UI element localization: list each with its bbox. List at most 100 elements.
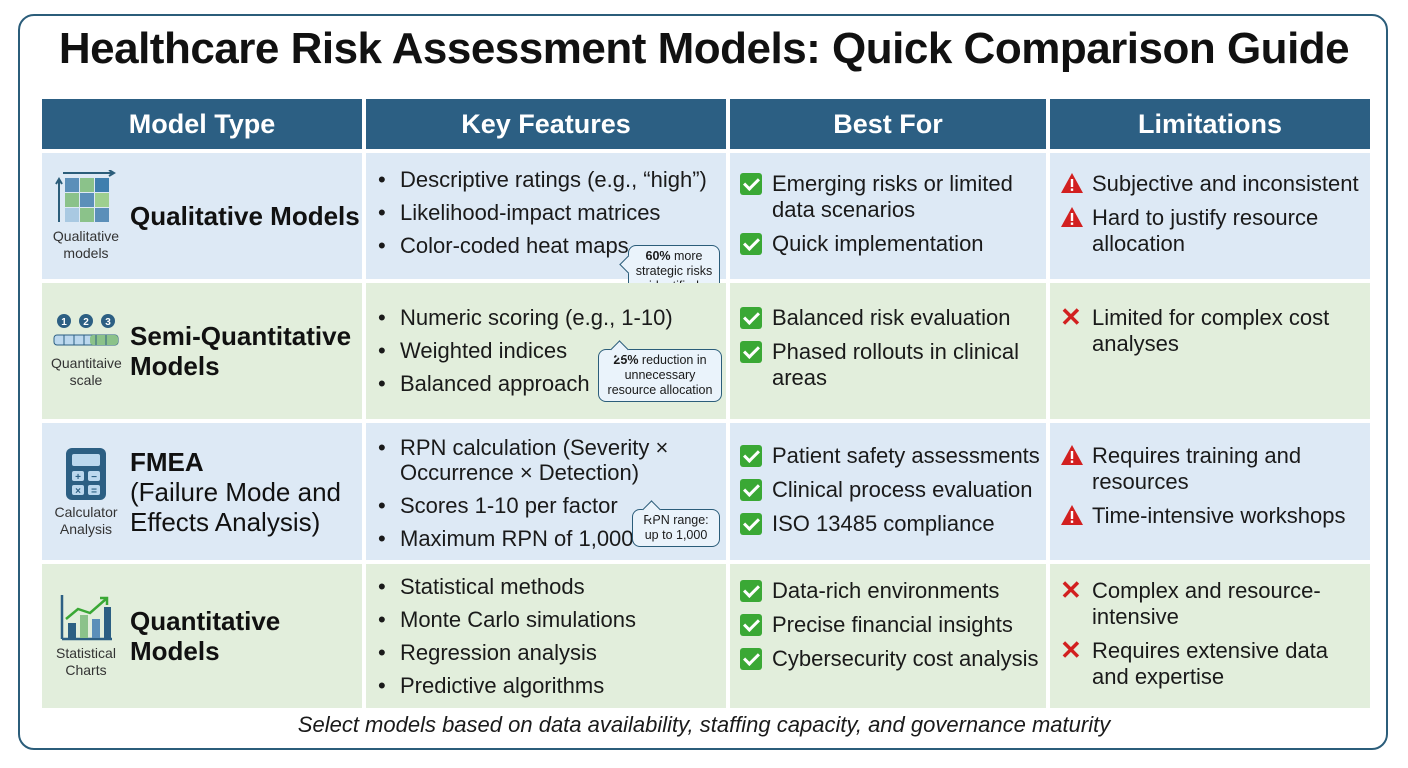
cross-icon: ✕ [1060,635,1082,665]
model-name: Qualitative Models [130,201,360,231]
feature-item: Predictive algorithms [378,673,726,698]
header-best-for: Best For [730,99,1046,149]
svg-text:−: − [91,472,97,483]
model-cell: + − × = Calculator Analysis FMEA (Failure… [42,423,362,560]
model-name: Quantitative Models [130,606,362,666]
model-name-text: Semi-Quantitative Models [130,321,352,381]
feature-item: Weighted indices [378,338,726,363]
best-for-cell: Patient safety assessments Clinical proc… [730,423,1046,560]
best-for-text: Data-rich environments [772,578,1000,603]
limitation-text: Requires extensive data and expertise [1092,638,1329,689]
model-name-subtitle: (Failure Mode and Effects Analysis) [130,476,341,537]
feature-item: Scores 1-10 per factor [378,493,726,518]
callout-text: reduction in unnecessary resource alloca… [607,353,713,397]
best-for-item: Precise financial insights [740,612,1046,638]
model-icon-box: 1 2 3 Quantitaive scale [42,313,130,389]
features-cell: Numeric scoring (e.g., 1-10) Weighted in… [366,283,726,419]
header-model-type: Model Type [42,99,362,149]
feature-item: Maximum RPN of 1,000 [378,526,726,551]
model-name: FMEA (Failure Mode and Effects Analysis) [130,447,362,537]
limitations-cell: Requires training and resources Time-int… [1050,423,1370,560]
best-for-text: Balanced risk evaluation [772,305,1011,330]
calculator-icon: + − × = [66,447,106,500]
icon-caption: Qualitative models [52,228,120,261]
svg-text:2: 2 [83,317,89,328]
header-limitations: Limitations [1050,99,1370,149]
svg-text:1: 1 [61,317,67,328]
best-for-item: Data-rich environments [740,578,1046,604]
limitations-cell: ✕ Complex and resource-intensive ✕ Require… [1050,564,1370,708]
best-for-text: Phased rollouts in clinical areas [772,339,1020,390]
warning-icon [1061,445,1083,465]
scale-icon: 1 2 3 [53,314,119,346]
limitation-item: Time-intensive workshops [1060,503,1370,529]
callout-text: RPN range: up to 1,000 [643,513,709,542]
stat-callout: RPN range: up to 1,000 [632,500,720,547]
feature-item: Regression analysis [378,640,726,665]
feature-item: Descriptive ratings (e.g., “high”) [378,167,726,192]
feature-item: Color-coded heat maps [378,233,726,258]
icon-caption: Quantitaive scale [51,355,122,388]
check-icon [740,513,762,535]
svg-text:3: 3 [105,317,111,328]
best-for-item: Emerging risks or limited data scenarios [740,171,1046,223]
limitation-item: Subjective and inconsistent [1060,171,1370,197]
limitation-text: Limited for complex cost analyses [1092,305,1330,356]
model-name-text: Qualitative Models [130,201,360,231]
check-icon [740,173,762,195]
best-for-text: Cybersecurity cost analysis [772,646,1039,671]
check-icon [740,341,762,363]
page-frame [18,14,1388,750]
model-cell: Statistical Charts Quantitative Models [42,564,362,708]
svg-text:=: = [91,486,97,497]
cross-icon: ✕ [1060,575,1082,605]
icon-caption: Calculator Analysis [54,503,118,537]
features-cell: Descriptive ratings (e.g., “high”) Likel… [366,153,726,298]
check-icon [740,648,762,670]
best-for-item: Clinical process evaluation [740,477,1046,503]
model-icon-box: Statistical Charts [42,593,130,679]
svg-text:+: + [75,472,81,483]
best-for-cell: Emerging risks or limited data scenarios… [730,153,1046,279]
best-for-item: Balanced risk evaluation [740,305,1046,331]
check-icon [740,307,762,329]
check-icon [740,580,762,602]
limitation-text: Subjective and inconsistent [1092,171,1359,196]
model-cell: 1 2 3 Quantitaive scale Semi-Quantitativ… [42,283,362,419]
model-cell: Qualitative models Qualitative Models [42,153,362,279]
warning-icon [1061,207,1083,227]
model-icon-box: Qualitative models [42,170,130,262]
feature-item: Balanced approach [378,371,726,396]
grid-matrix-icon [55,170,116,222]
limitation-item: Requires training and resources [1060,443,1370,495]
limitation-text: Requires training and resources [1092,443,1302,494]
best-for-cell: Balanced risk evaluation Phased rollouts… [730,283,1046,419]
model-name-text: FMEA [130,446,204,477]
svg-text:×: × [75,486,81,497]
feature-item: Monte Carlo simulations [378,607,726,632]
bar-chart-icon [60,595,112,641]
best-for-text: Precise financial insights [772,612,1013,637]
limitation-text: Complex and resource-intensive [1092,578,1321,629]
best-for-item: Cybersecurity cost analysis [740,646,1046,672]
table-header-row: Model Type Key Features Best For Limitat… [42,99,1370,149]
footer-note: Select models based on data availability… [297,712,1111,737]
model-name: Semi-Quantitative Models [130,321,362,381]
limitation-text: Hard to justify resource allocation [1092,205,1319,256]
features-cell: Statistical methods Monte Carlo simulati… [366,564,726,708]
feature-item: Likelihood-impact matrices [378,200,726,225]
check-icon [740,614,762,636]
best-for-text: Patient safety assessments [772,443,1040,468]
check-icon [740,445,762,467]
header-key-features: Key Features [366,99,726,149]
limitation-item: ✕ Requires extensive data and expertise [1060,635,1370,690]
cross-icon: ✕ [1060,302,1082,332]
callout-highlight: 60% [645,249,671,263]
check-icon [740,479,762,501]
model-icon-box: + − × = Calculator Analysis [42,446,130,538]
best-for-cell: Data-rich environments Precise financial… [730,564,1046,708]
limitation-item: Hard to justify resource allocation [1060,205,1370,257]
check-icon [740,233,762,255]
best-for-item: Quick implementation [740,231,1046,257]
best-for-item: ISO 13485 compliance [740,511,1046,537]
